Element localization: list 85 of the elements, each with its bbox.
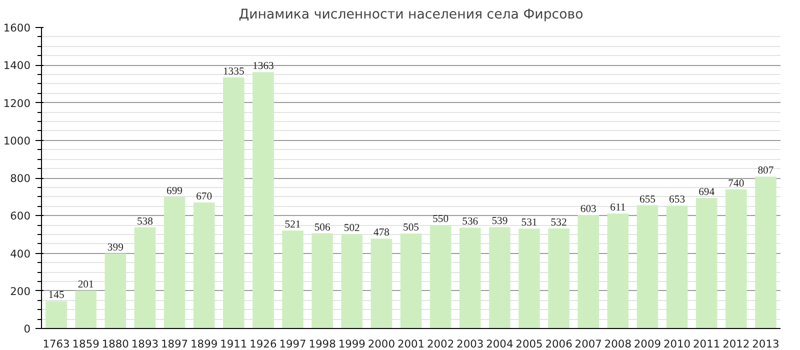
bar: [134, 227, 156, 328]
bar: [104, 253, 126, 328]
x-tick-label: 1911: [220, 338, 248, 350]
data-label: 603: [580, 204, 596, 216]
data-label: 699: [166, 186, 183, 197]
x-tick-label: 1763: [42, 338, 70, 350]
x-tick-label: 2004: [486, 338, 514, 350]
bar: [341, 234, 363, 328]
data-label: 538: [136, 216, 153, 228]
bar: [312, 233, 333, 328]
y-tick-label: 1600: [3, 22, 31, 34]
data-label: 1363: [252, 61, 274, 72]
bar: [518, 228, 540, 328]
data-label: 399: [107, 242, 124, 254]
data-label: 550: [432, 214, 449, 226]
x-tick-label: 2006: [545, 338, 573, 350]
bar: [223, 77, 244, 328]
bar: [252, 72, 274, 328]
y-tick-label: 1000: [3, 134, 31, 148]
x-tick-label: 1999: [338, 338, 366, 350]
data-label: 611: [610, 202, 626, 214]
data-label: 502: [344, 223, 360, 234]
bar: [696, 198, 718, 328]
data-label: 655: [639, 194, 656, 206]
x-tick-label: 2009: [634, 338, 662, 350]
x-tick-label: 2007: [574, 338, 602, 350]
bar: [578, 215, 599, 328]
x-tick-label: 2001: [397, 338, 425, 350]
data-label: 506: [314, 222, 331, 234]
data-label: 1335: [222, 66, 244, 78]
bar: [46, 301, 67, 328]
data-label: 531: [521, 218, 538, 229]
data-label: 145: [48, 290, 64, 302]
data-label: 478: [373, 228, 390, 239]
x-tick-label: 2002: [427, 338, 454, 350]
data-label: 521: [284, 219, 301, 230]
bar: [607, 214, 629, 328]
x-tick-label: 2013: [752, 338, 780, 350]
bar: [726, 189, 747, 328]
data-label: 539: [492, 216, 508, 228]
x-tick-label: 1899: [190, 338, 218, 350]
data-label: 505: [403, 222, 419, 234]
data-label: 670: [196, 191, 212, 202]
bar: [164, 197, 186, 328]
y-tick-label: 0: [24, 322, 31, 336]
data-label: 807: [758, 166, 774, 177]
bar: [282, 230, 304, 328]
x-tick-label: 2005: [516, 338, 543, 350]
x-tick-label: 2011: [693, 338, 720, 350]
x-tick-label: 2012: [722, 338, 750, 350]
bar: [755, 176, 776, 328]
bar: [548, 228, 570, 328]
y-tick-label: 800: [10, 172, 31, 185]
x-tick-label: 1897: [160, 338, 188, 350]
x-tick-label: 1859: [72, 338, 100, 350]
x-tick-label: 1880: [102, 338, 130, 350]
y-tick-label: 200: [10, 284, 31, 298]
y-tick-label: 600: [10, 210, 31, 223]
bar: [75, 290, 96, 328]
y-tick-label: 1400: [3, 59, 31, 72]
data-label: 694: [698, 186, 716, 198]
x-tick-label: 1997: [279, 338, 306, 350]
y-tick-label: 400: [10, 247, 31, 260]
x-tick-label: 1926: [250, 338, 277, 350]
x-tick-label: 2010: [663, 338, 691, 350]
data-label: 653: [669, 194, 686, 206]
bar: [193, 202, 215, 328]
bar: [370, 238, 392, 328]
bar: [430, 225, 452, 328]
bar: [666, 206, 688, 328]
data-label: 532: [550, 217, 567, 228]
x-tick-label: 2000: [368, 338, 396, 350]
chart-title: Динамика численности населения села Фирсово: [238, 8, 584, 22]
bar: [459, 228, 481, 328]
y-tick-label: 1200: [3, 96, 31, 110]
x-tick-label: 1998: [308, 338, 336, 350]
data-label: 740: [728, 178, 744, 190]
data-label: 201: [78, 280, 94, 291]
bar: [400, 233, 422, 328]
x-tick-label: 1893: [131, 338, 159, 350]
data-label: 536: [462, 216, 479, 228]
x-tick-label: 2008: [604, 338, 632, 350]
bar: [489, 227, 510, 328]
x-tick-label: 2003: [456, 338, 484, 350]
bar: [636, 205, 658, 328]
